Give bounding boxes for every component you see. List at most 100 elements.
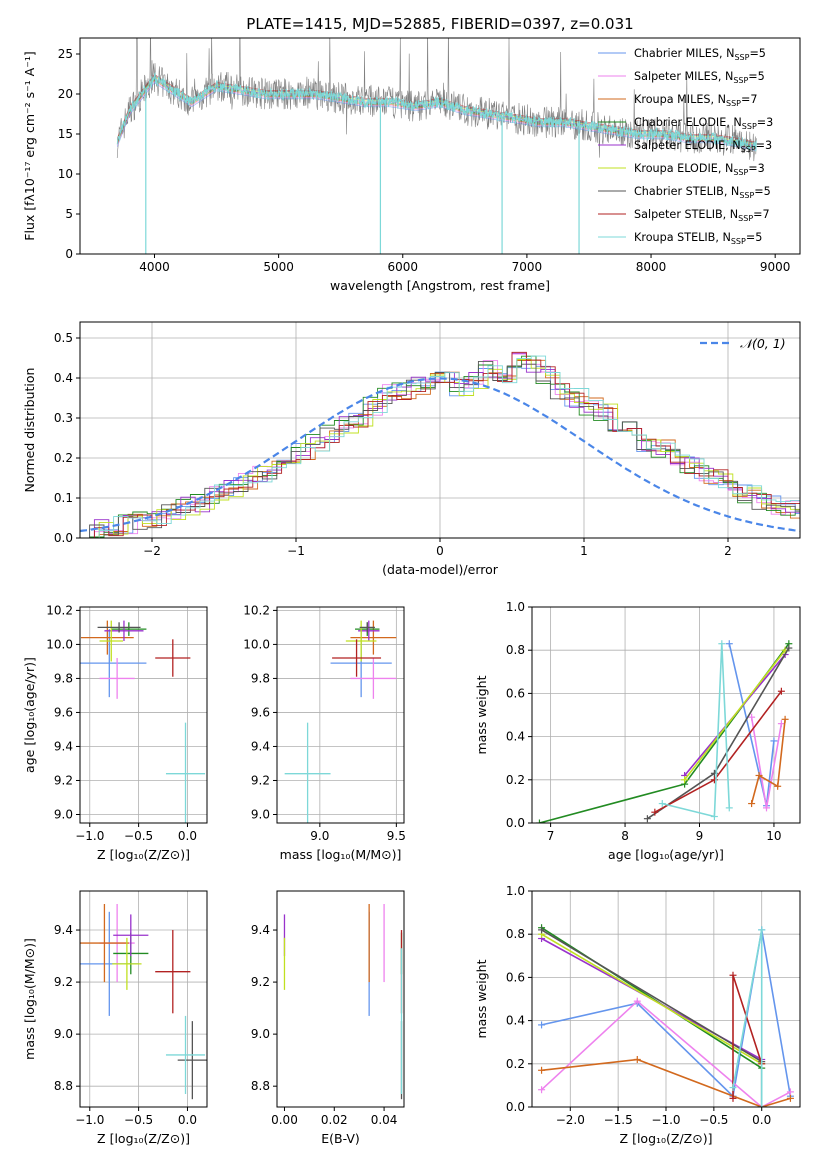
x-tick-label: −2 [143,544,161,558]
errorbar-point [80,620,134,655]
legend-subscript: SSP [733,76,748,85]
x-tick-label: 2 [724,544,732,558]
y-tick-label: 1.0 [506,600,525,614]
weight-line-kroupa-stelib [662,643,731,818]
panel-age_vs_Z: −1.0 −0.5 0.0 9.0 9.2 9.4 9.6 9.8 10.0 10.2 Z [log… [22,603,208,862]
weight-marker [774,782,782,790]
x-axis-label: (data-model)/error [382,562,499,577]
weight-marker [786,1094,794,1102]
weight-line-kroupa-elodie [541,933,763,1065]
y-tick-label: 9.0 [251,1027,270,1041]
y-tick-label: 0.2 [54,451,73,465]
weight-line-salpeter-stelib [654,690,783,813]
y-axis-label: age [log₁₀(age/yr)] [22,657,37,773]
legend-entry: Salpeter STELIB, NSSP=7 [634,208,770,223]
legend-count: =7 [753,208,770,221]
y-tick-label: 20 [58,87,73,101]
y-tick-label: 0.8 [506,643,525,657]
weight-marker [633,1055,641,1063]
y-tick-label: 0 [65,247,73,261]
y-tick-label: 9.8 [54,671,73,685]
y-tick-label: 0.3 [54,411,73,425]
y-tick-label: 9.2 [54,975,73,989]
histogram-chabrier-stelib [80,360,800,538]
y-tick-label: 9.2 [54,773,73,787]
weight-marker [777,687,785,695]
weight-marker [729,1084,737,1092]
x-tick-label: −1.5 [604,1113,633,1127]
x-tick-label: 9.0 [310,829,329,843]
x-tick-label: −0.5 [699,1113,728,1127]
y-tick-label: 0.4 [54,371,73,385]
y-tick-label: 9.2 [251,773,270,787]
x-tick-label: 8000 [636,260,667,274]
x-tick-label: 0 [436,544,444,558]
panels: 4000 5000 6000 7000 8000 90000510152025wavele… [22,37,801,1146]
y-tick-label: 9.0 [251,807,270,821]
weight-marker [758,926,766,934]
legend-entry: Salpeter ELODIE, NSSP=3 [634,139,772,154]
figure-title: PLATE=1415, MJD=52885, FIBERID=0397, z=0… [246,15,633,33]
weight-marker [729,971,737,979]
legend-count: =3 [756,139,773,152]
legend-entry: Kroupa MILES, NSSP=7 [634,93,757,108]
x-tick-label: 4000 [139,260,170,274]
weight-marker [718,640,726,648]
weight-marker [777,720,785,728]
x-tick-label: 7 [547,829,555,843]
errorbar-point [97,622,141,633]
y-tick-label: 0.6 [506,970,525,984]
y-axis-label: Flux [fλ10⁻¹⁷ erg cm⁻² s⁻¹ A⁻¹] [22,51,37,240]
x-tick-label: −0.5 [124,1113,153,1127]
x-tick-label: 9.5 [387,829,406,843]
y-tick-label: 0.0 [506,816,525,830]
y-tick-label: 9.0 [54,1027,73,1041]
x-tick-label: 10 [766,829,781,843]
weight-marker [538,1086,546,1094]
errorbar-point [111,622,147,636]
y-tick-label: 9.2 [251,975,270,989]
y-tick-label: 9.0 [54,807,73,821]
errorbar-point [112,937,142,990]
weight-marker [748,713,756,721]
weight-marker [729,1094,737,1102]
y-tick-label: 9.4 [251,739,270,753]
x-tick-label: −1.0 [75,1113,104,1127]
histogram-salpeter-stelib [80,351,800,538]
weight-line-salpeter-stelib [732,974,763,1099]
weight-marker [786,1088,794,1096]
x-tick-label: 6000 [387,260,418,274]
x-axis-label: wavelength [Angstrom, rest frame] [330,278,550,293]
y-tick-label: 0.8 [506,927,525,941]
errorbar-point [359,622,375,633]
plot-area [80,351,800,538]
weight-marker [643,815,651,823]
x-axis-label: mass [log₁₀(M/M⊙)] [280,847,402,862]
x-tick-label: 5000 [263,260,294,274]
histogram-kroupa-stelib [80,355,800,538]
weight-marker [725,804,733,812]
legend-subscript: SSP [738,214,753,223]
x-tick-label: 0.00 [271,1113,298,1127]
legend-entry: Kroupa ELODIE, NSSP=3 [634,162,765,177]
legend-subscript: SSP [741,145,756,154]
legend-count: =5 [748,70,765,83]
x-axis-label: Z [log₁₀(Z/Z⊙)] [97,847,190,862]
weight-line-chabrier-miles [728,643,775,806]
errorbar-point [80,904,129,983]
x-tick-label: 7000 [512,260,543,274]
weight-marker [535,819,543,823]
weight-line-chabrier-elodie [539,643,790,823]
axes-frame [79,890,208,1108]
weight-marker [651,808,659,816]
legend-count: =3 [748,162,765,175]
y-tick-label: 25 [58,47,73,61]
legend-subscript: SSP [742,122,757,131]
y-tick-label: 0.2 [506,773,525,787]
x-tick-label: −1.0 [75,829,104,843]
x-tick-label: 0.04 [371,1113,398,1127]
y-tick-label: 0.4 [506,730,525,744]
plot-area [80,904,207,1100]
model-spectrum-7 [116,74,756,143]
